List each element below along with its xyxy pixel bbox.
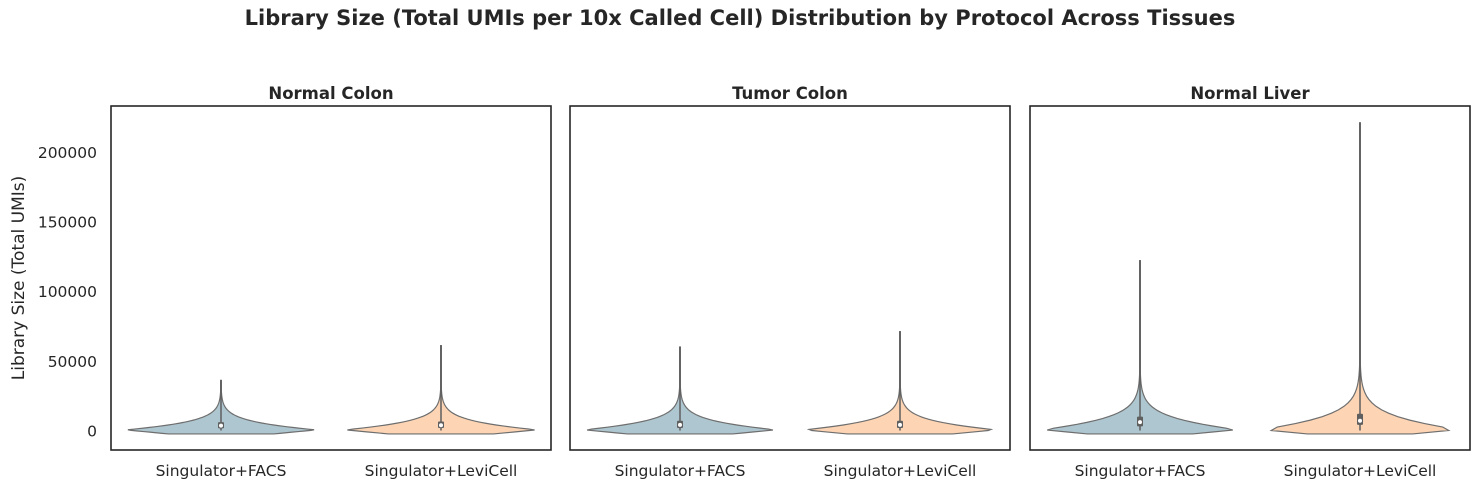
panel-frame	[1029, 105, 1471, 451]
panel-frame	[110, 105, 552, 451]
panel-title: Normal Colon	[268, 84, 393, 103]
y-tick-label: 0	[87, 423, 97, 441]
violin-median	[678, 422, 682, 427]
x-tick-label: Singulator+LeviCell	[824, 462, 977, 480]
panel-title: Tumor Colon	[732, 84, 848, 103]
y-tick-label: 100000	[38, 283, 97, 301]
x-tick-label: Singulator+FACS	[156, 462, 287, 480]
x-tick-label: Singulator+LeviCell	[1284, 462, 1437, 480]
x-tick-label: Singulator+FACS	[615, 462, 746, 480]
x-tick-label: Singulator+LeviCell	[365, 462, 518, 480]
panel-title: Normal Liver	[1190, 84, 1310, 103]
violin-median	[439, 423, 443, 428]
y-axis-label: Library Size (Total UMIs)	[9, 176, 29, 381]
violin-median	[1138, 420, 1142, 425]
panel-frame	[569, 105, 1011, 451]
x-tick-label: Singulator+FACS	[1075, 462, 1206, 480]
y-tick-label: 200000	[38, 144, 97, 162]
y-tick-label: 150000	[38, 214, 97, 232]
violin-median	[898, 422, 902, 427]
violin-median	[219, 423, 223, 428]
y-tick-label: 50000	[48, 353, 97, 371]
figure-title: Library Size (Total UMIs per 10x Called …	[244, 6, 1236, 30]
violin-median	[1358, 418, 1362, 423]
